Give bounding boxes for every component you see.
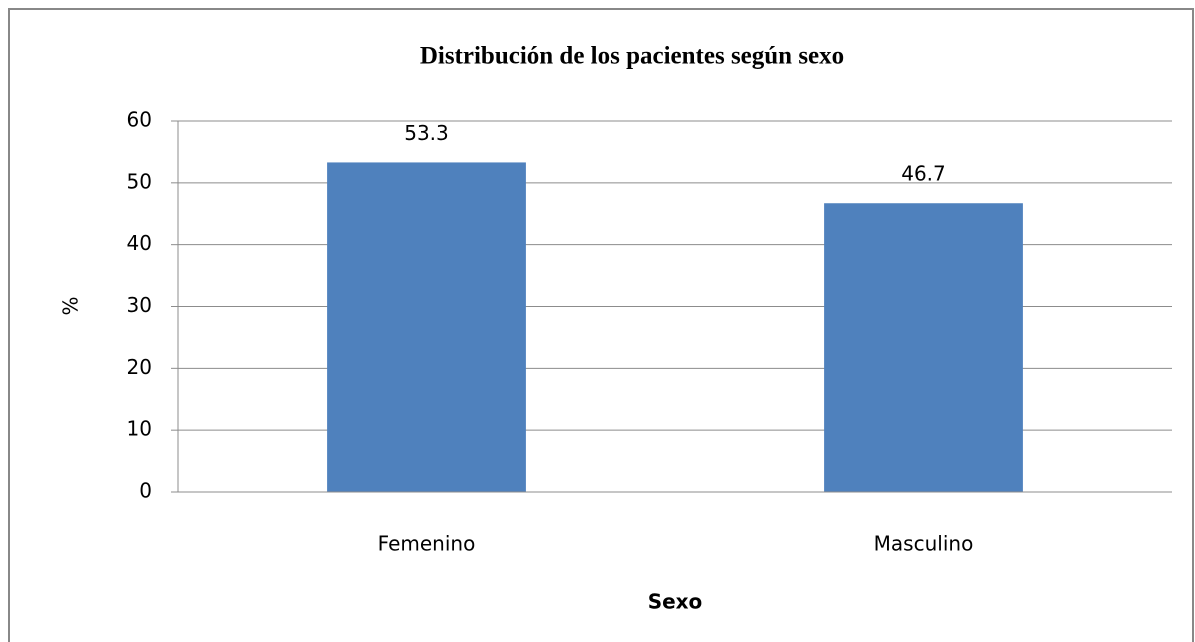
- y-tick-label: 20: [127, 355, 152, 379]
- x-tick-label: Femenino: [378, 532, 476, 556]
- x-tick-label: Masculino: [874, 532, 974, 556]
- data-label: 53.3: [404, 121, 449, 145]
- data-label: 46.7: [901, 162, 946, 186]
- y-tick-label: 40: [127, 231, 152, 255]
- y-tick-label: 30: [127, 293, 152, 317]
- x-axis-title: Sexo: [648, 590, 703, 614]
- y-tick-label: 0: [139, 479, 152, 503]
- chart-title: Distribución de los pacientes según sexo: [420, 43, 844, 70]
- y-tick-label: 10: [127, 417, 152, 441]
- bar: [327, 162, 526, 492]
- y-tick-label: 60: [127, 108, 152, 132]
- y-tick-label: 50: [127, 169, 152, 193]
- y-axis-title: %: [59, 296, 83, 315]
- bar: [824, 203, 1023, 492]
